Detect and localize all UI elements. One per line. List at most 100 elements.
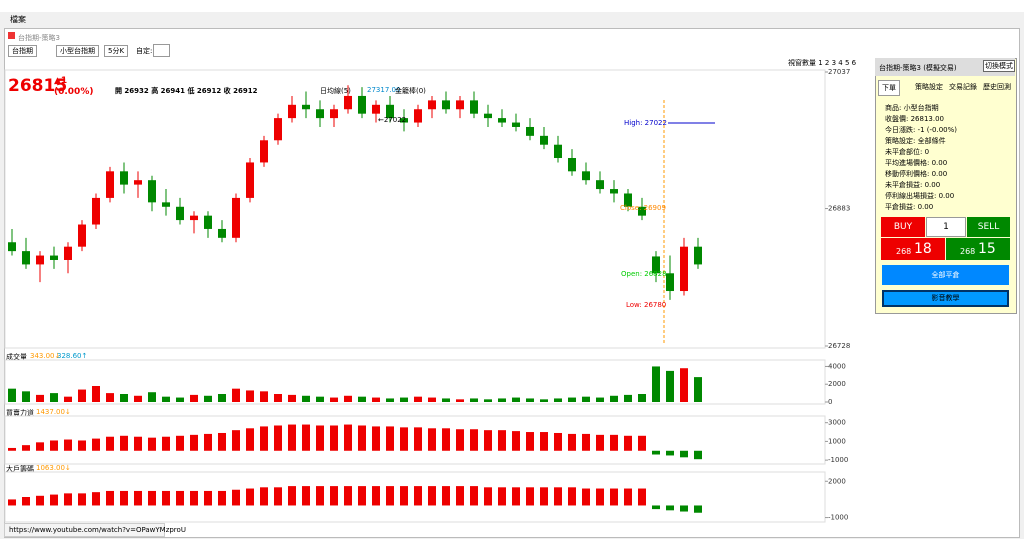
bar xyxy=(148,437,156,451)
y-tick-label: 26728 xyxy=(828,342,850,350)
candle-body xyxy=(260,140,268,163)
bar xyxy=(386,486,394,506)
bar xyxy=(358,486,366,506)
bar xyxy=(400,486,408,506)
bar xyxy=(148,490,156,506)
candle-body xyxy=(64,246,72,260)
candle-body xyxy=(134,180,142,185)
bar xyxy=(554,398,562,402)
bar xyxy=(470,486,478,506)
volume-v2: 328.60↑ xyxy=(57,352,88,360)
bar xyxy=(8,447,16,451)
bar xyxy=(246,488,254,506)
candle-body xyxy=(568,158,576,172)
bid-prefix: 268 xyxy=(896,247,912,256)
video-button[interactable]: 影音教學 xyxy=(882,290,1009,307)
candle-body xyxy=(176,206,184,221)
bar xyxy=(498,398,506,402)
candle-body xyxy=(148,180,156,203)
window-count[interactable]: 視窗數量 1 2 3 4 5 6 xyxy=(788,59,857,67)
bar xyxy=(316,486,324,506)
bar xyxy=(330,397,338,402)
bar xyxy=(484,399,492,402)
bar xyxy=(36,394,44,402)
bar xyxy=(386,426,394,451)
bar xyxy=(106,436,114,451)
bar xyxy=(274,487,282,506)
close-all[interactable]: 全部平倉 xyxy=(882,265,1009,285)
bar xyxy=(372,397,380,402)
bar xyxy=(288,394,296,402)
bar xyxy=(232,489,240,506)
bar xyxy=(512,431,520,451)
tab[interactable]: 歷史回測 xyxy=(983,83,1011,91)
bar xyxy=(288,486,296,506)
candle-body xyxy=(316,109,324,119)
power-title: 買賣力道 xyxy=(6,409,34,417)
last-price: 26815 xyxy=(8,76,68,96)
info-line: 收盤價: 26813.00 xyxy=(885,115,944,123)
y-tick-label: -1000 xyxy=(828,456,848,464)
bar xyxy=(316,396,324,402)
custom-input[interactable] xyxy=(153,44,170,57)
tab[interactable]: 下單 xyxy=(878,80,900,96)
candle-body xyxy=(624,193,632,207)
volume-title: 成交量 xyxy=(6,353,27,361)
low-label: Low: 26780 xyxy=(626,301,666,309)
bar xyxy=(64,493,72,506)
candle-body xyxy=(484,113,492,119)
candle-body xyxy=(8,242,16,252)
bar xyxy=(190,394,198,402)
bar xyxy=(638,394,646,402)
bar xyxy=(176,490,184,506)
bar xyxy=(680,368,688,402)
y-tick-label: 2000 xyxy=(828,477,846,485)
candle-body xyxy=(596,180,604,190)
bar xyxy=(386,398,394,402)
bar xyxy=(92,492,100,506)
window-title: 台指期-策略3 xyxy=(18,34,60,42)
candle-body xyxy=(554,144,562,159)
candle-body xyxy=(414,109,422,123)
bar xyxy=(442,428,450,451)
candle-body xyxy=(540,135,548,145)
bar xyxy=(414,396,422,402)
candle-body xyxy=(232,197,240,238)
bar xyxy=(540,399,548,402)
custom-label: 自定: xyxy=(136,47,153,55)
bar xyxy=(218,432,226,451)
bar xyxy=(330,486,338,506)
bid-box[interactable] xyxy=(881,238,945,260)
ask-box[interactable] xyxy=(946,238,1010,260)
candle-body xyxy=(106,171,114,198)
menu-file[interactable]: 檔案 xyxy=(10,15,26,24)
bar xyxy=(414,486,422,506)
period-select[interactable]: 5分K xyxy=(104,45,129,57)
bar xyxy=(134,436,142,451)
contract-select[interactable]: 小型台指期 xyxy=(56,45,99,57)
tab[interactable]: 交易記錄 xyxy=(949,83,977,91)
bar xyxy=(442,398,450,402)
tab[interactable]: 策略設定 xyxy=(915,83,943,91)
candle-body xyxy=(470,100,478,114)
product-select[interactable]: 台指期 xyxy=(8,45,37,57)
bar xyxy=(302,486,310,506)
bar xyxy=(568,487,576,506)
bar xyxy=(582,488,590,506)
bar xyxy=(582,396,590,402)
bar xyxy=(204,433,212,451)
bar xyxy=(624,394,632,402)
qty-input[interactable]: 1 xyxy=(926,217,966,237)
buy-button[interactable]: BUY xyxy=(881,217,925,237)
sell-button[interactable]: SELL xyxy=(967,217,1010,237)
bar xyxy=(344,395,352,402)
bar xyxy=(50,440,58,451)
bar xyxy=(694,505,702,513)
ask: 15 xyxy=(978,241,996,257)
change: ▲1 xyxy=(54,76,68,86)
candle-body xyxy=(694,246,702,265)
switch-mode[interactable]: 切換模式 xyxy=(983,60,1015,72)
bar xyxy=(260,391,268,402)
bar xyxy=(512,397,520,402)
